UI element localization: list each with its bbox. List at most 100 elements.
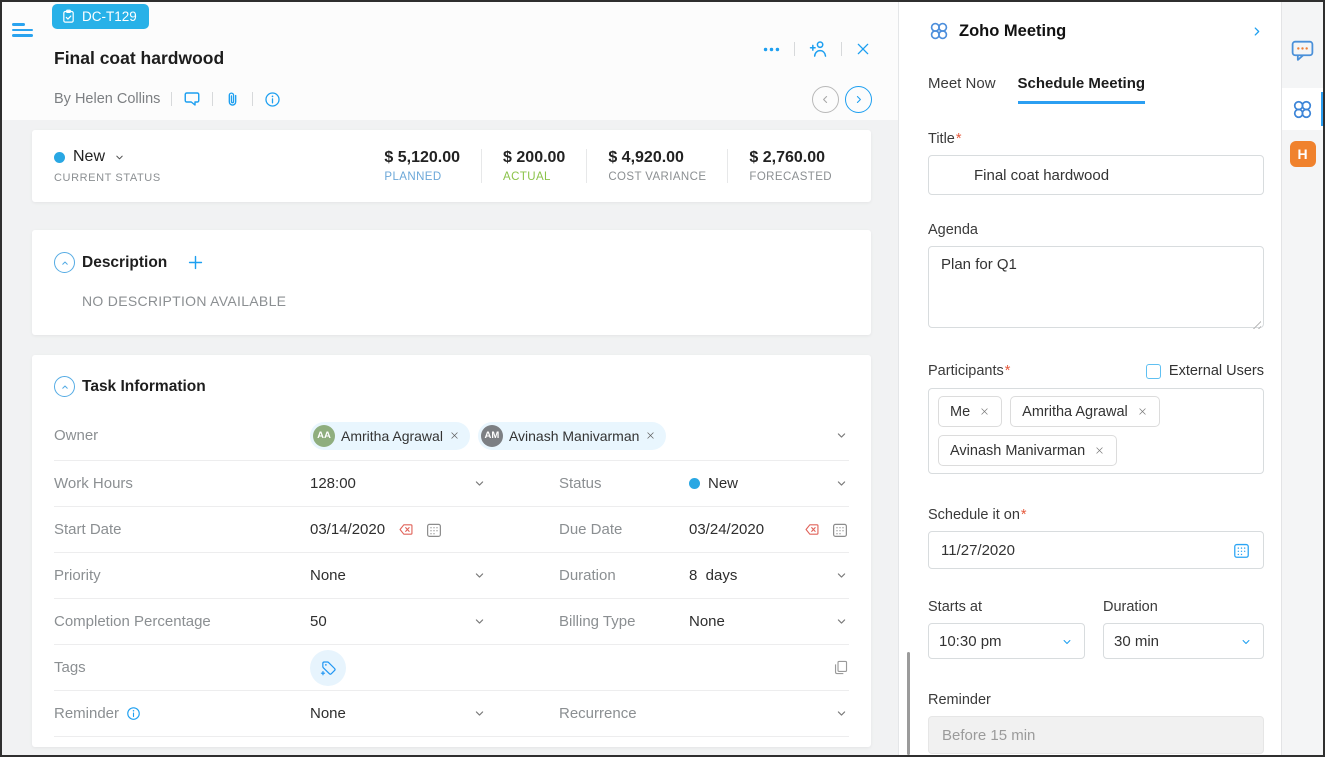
field-label: Status — [559, 475, 689, 492]
task-id: DC-T129 — [82, 9, 137, 24]
assignee-chip[interactable]: AM Avinash Manivarman — [478, 422, 666, 450]
previous-task-button[interactable] — [812, 86, 839, 113]
work-hours-value[interactable]: 128:00 — [310, 475, 472, 492]
reminder-value[interactable]: None — [310, 705, 472, 722]
info-icon[interactable] — [126, 706, 141, 721]
status-value: New — [73, 148, 105, 166]
chevron-down-icon[interactable] — [834, 476, 849, 491]
follow-user-icon[interactable] — [808, 39, 828, 59]
more-options-icon[interactable] — [762, 40, 781, 59]
zoho-projects-app: DC-T129 Final coat hardwood By Helen Col… — [0, 0, 1325, 757]
collapse-section-icon[interactable] — [54, 252, 75, 273]
status-value[interactable]: New — [689, 475, 834, 492]
close-icon[interactable] — [855, 41, 871, 57]
participant-chip[interactable]: Me — [938, 396, 1002, 427]
completion-percentage-value[interactable]: 50 — [310, 613, 472, 630]
comments-icon — [1290, 37, 1315, 62]
schedule-date-field[interactable]: 11/27/2020 — [928, 531, 1264, 569]
schedule-date-value: 11/27/2020 — [941, 542, 1015, 559]
clear-date-icon[interactable] — [802, 522, 822, 537]
calendar-icon[interactable] — [1232, 541, 1251, 560]
status-caption: CURRENT STATUS — [54, 172, 161, 184]
start-date-value[interactable]: 03/14/2020 — [310, 521, 396, 538]
reminder-field[interactable]: Before 15 min — [928, 716, 1264, 754]
copy-icon[interactable] — [832, 659, 849, 676]
participants-box[interactable]: Me Amritha Agrawal Avinash Manivarman — [928, 388, 1264, 474]
attachment-icon[interactable] — [224, 91, 241, 108]
remove-participant-icon[interactable] — [1094, 445, 1105, 456]
tab-meet-now[interactable]: Meet Now — [928, 75, 996, 104]
duration-value[interactable]: 8 days — [689, 567, 834, 584]
meeting-title-input[interactable] — [928, 155, 1264, 195]
collapse-panel-icon[interactable] — [1249, 24, 1264, 39]
billing-type-value[interactable]: None — [689, 613, 834, 630]
priority-value[interactable]: None — [310, 567, 472, 584]
clear-date-icon[interactable] — [396, 522, 416, 537]
duration-value: 30 min — [1114, 633, 1159, 650]
panel-scrollbar[interactable] — [907, 652, 910, 755]
reminder-label: Reminder — [928, 692, 1264, 708]
remove-participant-icon[interactable] — [979, 406, 990, 417]
right-icon-rail: H — [1281, 2, 1323, 755]
author-text: By Helen Collins — [54, 91, 160, 107]
task-navigation — [812, 86, 872, 113]
agenda-textarea[interactable]: Plan for Q1 — [928, 246, 1264, 328]
task-id-badge[interactable]: DC-T129 — [52, 4, 149, 29]
stat-label: PLANNED — [384, 171, 460, 183]
chevron-down-icon[interactable] — [834, 614, 849, 629]
calendar-icon[interactable] — [425, 521, 443, 539]
chevron-down-icon[interactable] — [472, 568, 487, 583]
chevron-down-icon[interactable] — [834, 428, 849, 443]
rail-comments-button[interactable] — [1282, 28, 1324, 70]
participant-name: Amritha Agrawal — [1022, 404, 1128, 420]
calendar-icon[interactable] — [831, 521, 849, 539]
menu-toggle-icon[interactable] — [12, 23, 34, 37]
add-tag-button[interactable] — [310, 650, 346, 686]
field-label: Tags — [54, 659, 310, 676]
field-label: Billing Type — [559, 613, 689, 630]
collapse-section-icon[interactable] — [54, 376, 75, 397]
zoho-meeting-panel: Zoho Meeting Meet Now Schedule Meeting T… — [900, 2, 1285, 755]
field-label: Work Hours — [54, 475, 310, 492]
chevron-down-icon[interactable] — [834, 706, 849, 721]
page-title: Final coat hardwood — [54, 48, 224, 69]
assignee-chip[interactable]: AA Amritha Agrawal — [310, 422, 470, 450]
title-field-label: Title — [928, 131, 1264, 147]
chevron-down-icon — [1060, 633, 1074, 650]
chevron-down-icon[interactable] — [472, 706, 487, 721]
divider — [171, 92, 172, 106]
starts-at-label: Starts at — [928, 599, 1085, 615]
stat-label: FORECASTED — [749, 171, 832, 183]
participant-name: Avinash Manivarman — [950, 443, 1085, 459]
task-detail-main: DC-T129 Final coat hardwood By Helen Col… — [2, 2, 899, 755]
info-row: Start Date 03/14/2020 Due Date 03/24/202… — [54, 507, 849, 553]
add-description-button[interactable] — [186, 253, 205, 272]
field-label: Due Date — [559, 521, 689, 538]
external-users-label: External Users — [1169, 363, 1264, 379]
remove-assignee-icon[interactable] — [645, 430, 656, 441]
remove-participant-icon[interactable] — [1137, 406, 1148, 417]
remove-assignee-icon[interactable] — [449, 430, 460, 441]
participant-chip[interactable]: Avinash Manivarman — [938, 435, 1117, 466]
rail-user-button[interactable]: H — [1282, 133, 1324, 175]
chevron-down-icon[interactable] — [834, 568, 849, 583]
stat-planned: $ 5,120.00 PLANNED — [363, 149, 481, 183]
description-header: Description — [54, 252, 849, 273]
participant-chip[interactable]: Amritha Agrawal — [1010, 396, 1160, 427]
stat-actual: $ 200.00 ACTUAL — [481, 149, 586, 183]
starts-at-dropdown[interactable]: 10:30 pm — [928, 623, 1085, 659]
duration-dropdown[interactable]: 30 min — [1103, 623, 1264, 659]
info-row: Completion Percentage 50 Billing Type No… — [54, 599, 849, 645]
chevron-down-icon[interactable] — [472, 614, 487, 629]
chevron-down-icon — [113, 151, 126, 164]
comments-icon[interactable] — [183, 90, 201, 108]
external-users-checkbox[interactable] — [1146, 364, 1161, 379]
rail-extensions-button[interactable] — [1282, 88, 1324, 130]
next-task-button[interactable] — [845, 86, 872, 113]
due-date-value[interactable]: 03/24/2020 — [689, 521, 802, 538]
tab-schedule-meeting[interactable]: Schedule Meeting — [1018, 75, 1146, 104]
chevron-down-icon[interactable] — [472, 476, 487, 491]
status-summary-card: New CURRENT STATUS $ 5,120.00 PLANNED $ … — [32, 130, 871, 202]
info-icon[interactable] — [264, 91, 281, 108]
status-dropdown[interactable]: New — [54, 148, 161, 166]
